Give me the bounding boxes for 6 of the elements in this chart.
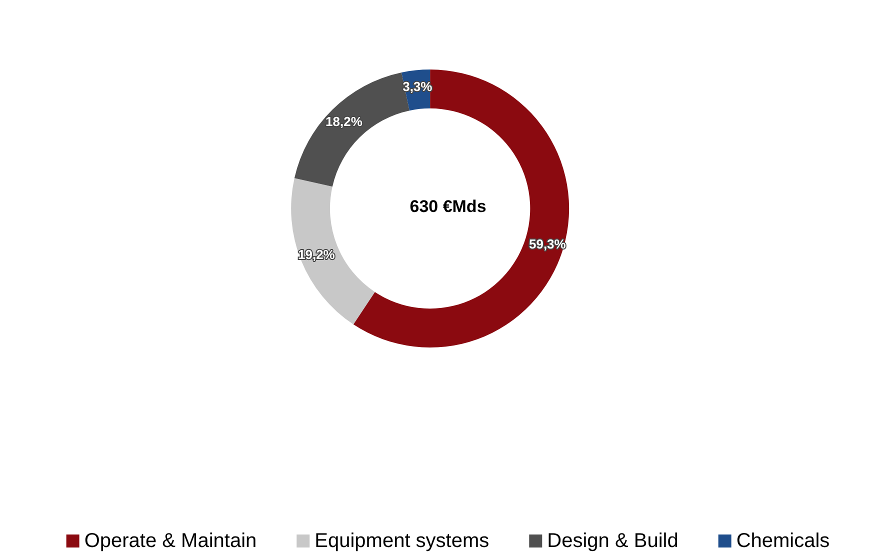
legend-label: Design & Build	[547, 530, 678, 552]
text: 630 €Mds	[410, 197, 486, 216]
legend-label: Equipment systems	[314, 530, 490, 552]
data-label: 18,2%	[326, 114, 363, 129]
legend-label: Chemicals	[736, 530, 830, 552]
legend-label: Operate & Maintain	[84, 530, 257, 552]
